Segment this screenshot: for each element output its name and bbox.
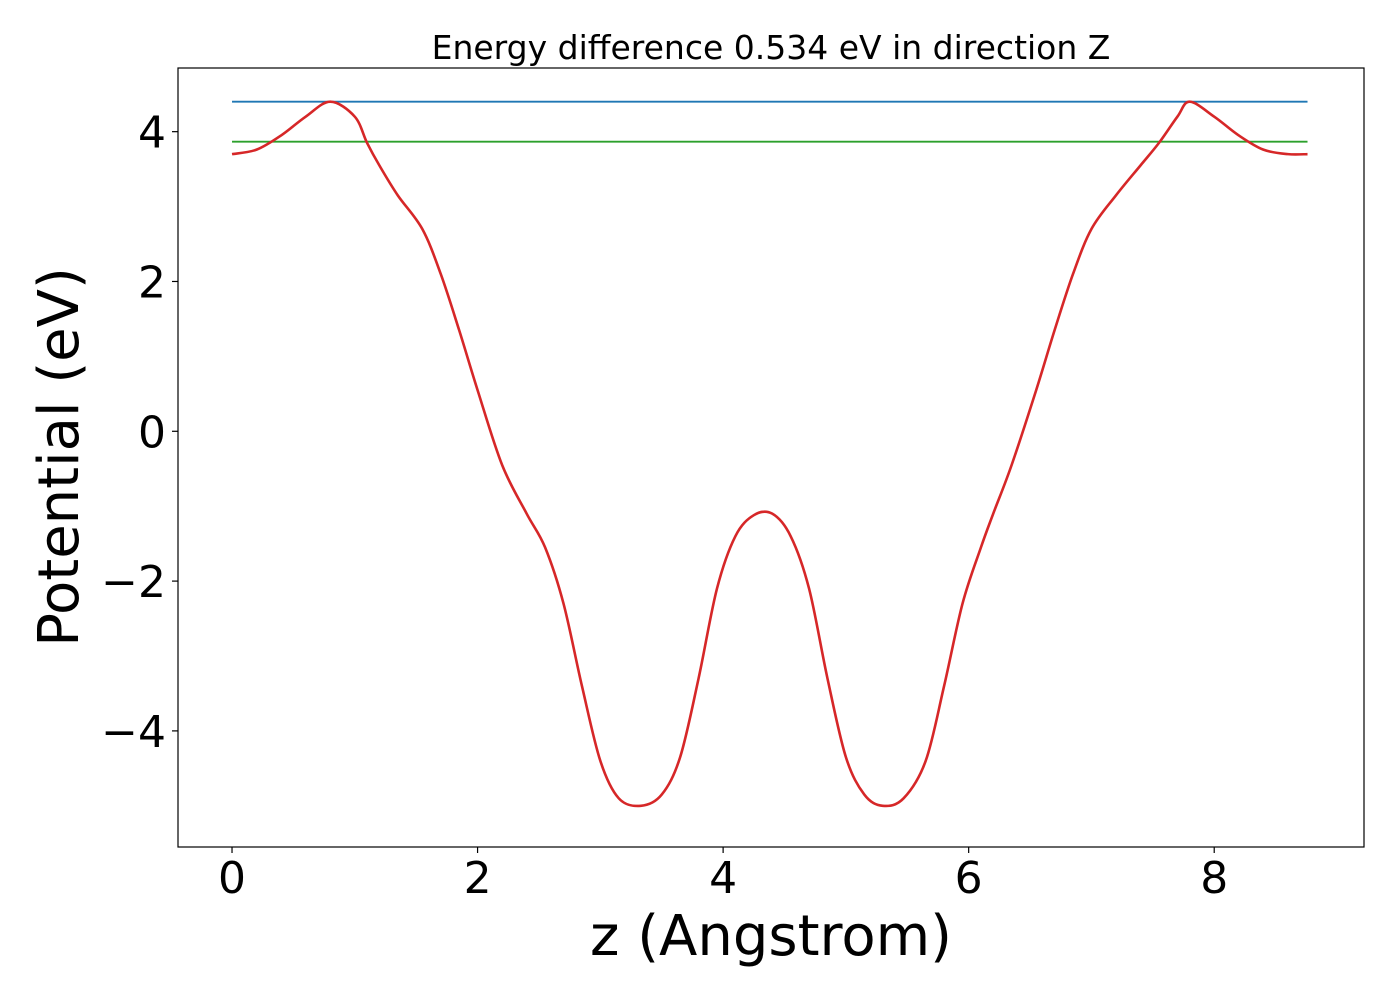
y-tick-label: 0 [138,407,166,458]
x-tick-label: 0 [218,853,246,904]
plot-layer: 0 2 4 6 8 −4 −2 0 2 4 [101,67,1365,904]
chart-title: Energy difference 0.534 eV in direction … [432,28,1111,67]
y-tick-label: 4 [138,108,166,159]
x-tick-label: 4 [709,853,737,904]
y-tick-label: 2 [138,257,166,308]
y-tick-label: −4 [101,707,166,758]
x-tick-label: 2 [464,853,492,904]
y-tick-label: −2 [101,557,166,608]
potential-curve-line [231,100,1308,808]
plot-frame [177,67,1365,848]
x-tick-label: 8 [1200,853,1228,904]
x-tick-label: 6 [955,853,983,904]
x-axis-label: z (Angstrom) [590,904,952,969]
y-axis-label: Potential (eV) [27,267,92,647]
